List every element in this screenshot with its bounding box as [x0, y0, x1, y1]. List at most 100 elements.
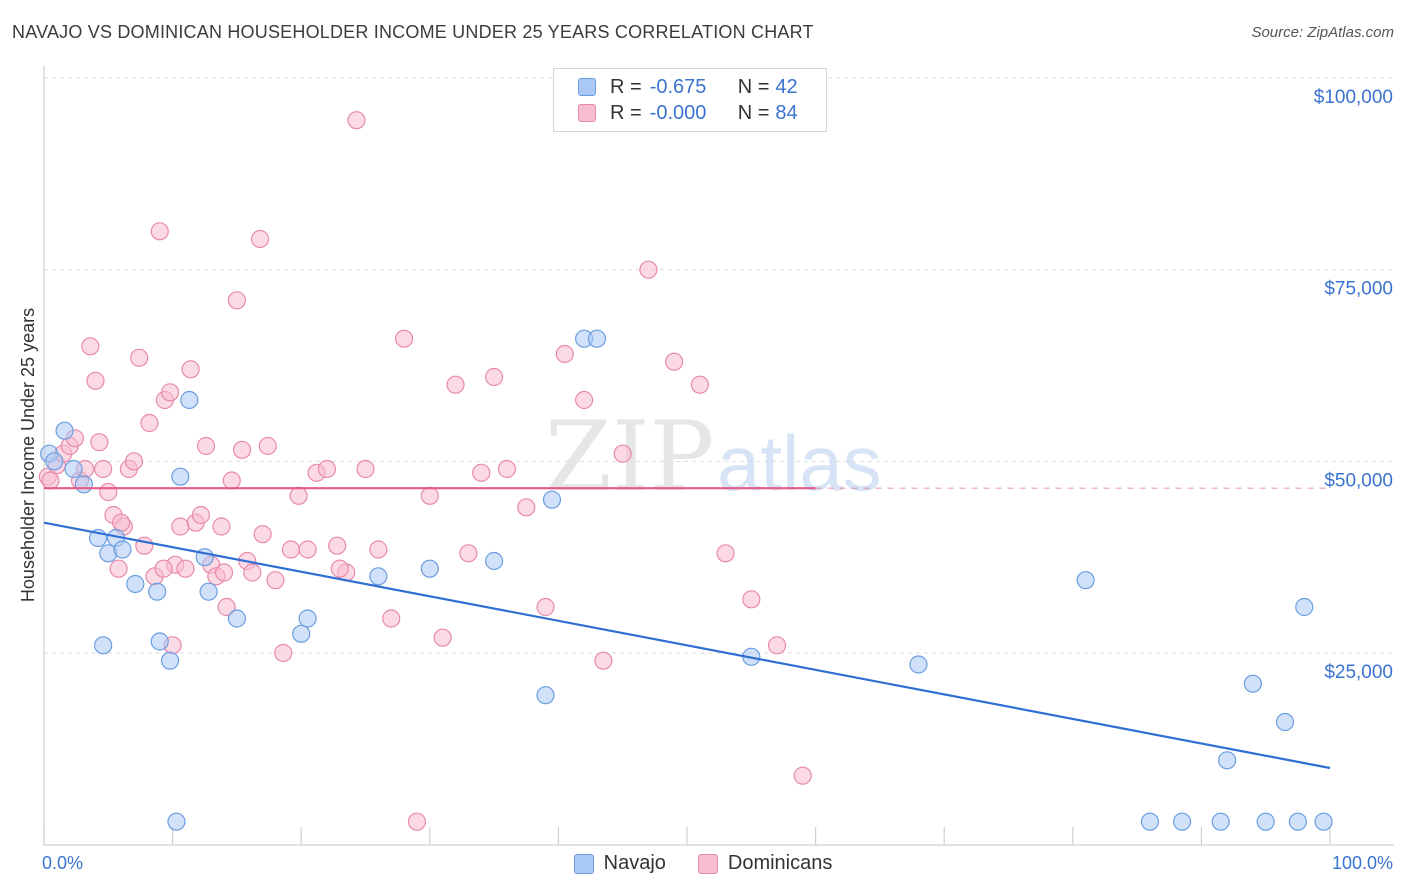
source-label: Source: ZipAtlas.com [1251, 24, 1394, 41]
dominicans-point [196, 436, 216, 456]
chart-title: NAVAJO VS DOMINICAN HOUSEHOLDER INCOME U… [12, 22, 814, 42]
dominicans-point [217, 597, 236, 617]
dominicans-point [281, 540, 301, 559]
navajo-point [1256, 812, 1275, 831]
y-axis-label: Householder Income Under 25 years [18, 308, 38, 602]
dominicans-point [594, 651, 613, 670]
dominicans-point [274, 643, 293, 663]
x-tick-label-start: 0.0% [42, 853, 83, 873]
dominicans-point [330, 559, 349, 578]
dominicans-point [191, 505, 210, 525]
legend-n-label: N = [737, 75, 770, 98]
navajo-point [485, 551, 504, 571]
dominicans-point [150, 222, 169, 241]
watermark: ZIP atlas [545, 401, 882, 513]
navajo-point [180, 390, 199, 410]
legend-row-navajo: R = -0.675 N = 42 [578, 75, 798, 99]
axes [43, 66, 1394, 846]
navajo-point [55, 421, 74, 440]
y-tick-label: $25,000 [1324, 662, 1393, 683]
navajo-legend-swatch [573, 853, 594, 874]
dominicans-point [154, 559, 173, 578]
navajo-point [1218, 751, 1237, 770]
correlation-legend: R = -0.675 N = 42 R = -0.000 N = 84 [553, 68, 827, 132]
navajo-point [45, 452, 64, 471]
navajo-point [1076, 571, 1095, 590]
dominicans-point [243, 563, 262, 582]
dominicans-point [298, 540, 317, 559]
navajo-point [171, 467, 190, 486]
navajo-points [40, 329, 1333, 831]
dominicans-point [253, 525, 272, 544]
dominicans-point [176, 559, 195, 578]
navajo-trend-line [43, 521, 1331, 770]
dominicans-point [112, 513, 131, 532]
navajo-point [369, 567, 388, 586]
dominicans-point [517, 498, 536, 517]
dominicans-point [317, 459, 337, 479]
dominicans-point [232, 440, 252, 459]
y-tick-label: $50,000 [1324, 470, 1393, 491]
y-tick-label: $75,000 [1324, 279, 1393, 300]
legend-item-navajo[interactable]: Navajo [573, 852, 666, 875]
dominicans-point [497, 459, 517, 479]
dominicans-point [212, 517, 231, 536]
dominicans-point [613, 444, 632, 463]
legend-n-value: 42 [775, 75, 798, 98]
dominicans-point [485, 367, 504, 387]
x-tick-label-end: 100.0% [1332, 853, 1393, 873]
legend-r-value: -0.675 [649, 75, 707, 98]
dominicans-point [639, 260, 658, 279]
navajo-point [420, 559, 439, 578]
dominicans-point [356, 459, 375, 479]
navajo-point [1140, 812, 1160, 831]
dominicans-point [716, 544, 735, 563]
trend-lines [43, 487, 1331, 770]
navajo-point [227, 609, 246, 628]
navajo-point [94, 636, 113, 655]
navajo-point [587, 329, 607, 348]
dominicans-point [266, 571, 285, 590]
dominicans-point [130, 348, 149, 367]
navajo-point [113, 540, 132, 559]
dominicans-point [382, 609, 401, 628]
dominicans-point [222, 471, 241, 490]
navajo-point [298, 609, 317, 628]
navajo-point [1295, 597, 1314, 617]
dominicans-point [369, 540, 388, 559]
dominicans-point [227, 291, 246, 310]
tick-labels: $25,000 $50,000 $75,000 $100,000 0.0% 100.0% [42, 87, 1393, 873]
dominicans-point [124, 452, 144, 471]
dominicans-point [555, 344, 574, 364]
dominicans-legend-label: Dominicans [727, 852, 833, 874]
legend-r-label: R = [610, 101, 642, 124]
navajo-point [148, 582, 167, 601]
dominicans-point [767, 636, 787, 655]
navajo-point [1173, 812, 1192, 831]
legend-row-dominicans: R = -0.000 N = 84 [578, 101, 798, 125]
navajo-point [199, 582, 218, 601]
dominicans-point [328, 536, 347, 555]
navajo-legend-label: Navajo [603, 852, 666, 874]
navajo-point [909, 655, 928, 674]
dominicans-point [793, 766, 812, 785]
navajo-point [292, 624, 311, 643]
navajo-point [167, 812, 186, 831]
dominicans-point [99, 482, 118, 502]
navajo-point [536, 686, 555, 705]
legend-item-dominicans[interactable]: Dominicans [697, 852, 833, 875]
dominicans-point [575, 390, 594, 410]
dominicans-point [109, 559, 128, 578]
navajo-point [1211, 812, 1230, 831]
navajo-point [126, 574, 145, 594]
dominicans-point [41, 471, 60, 490]
dominicans-point [140, 413, 159, 433]
navajo-point [1243, 674, 1262, 693]
dominicans-point [394, 329, 414, 348]
navajo-swatch [578, 78, 596, 96]
dominicans-point [459, 544, 478, 563]
navajo-point [64, 459, 83, 479]
dominicans-swatch [578, 104, 596, 122]
dominicans-point [665, 352, 684, 371]
